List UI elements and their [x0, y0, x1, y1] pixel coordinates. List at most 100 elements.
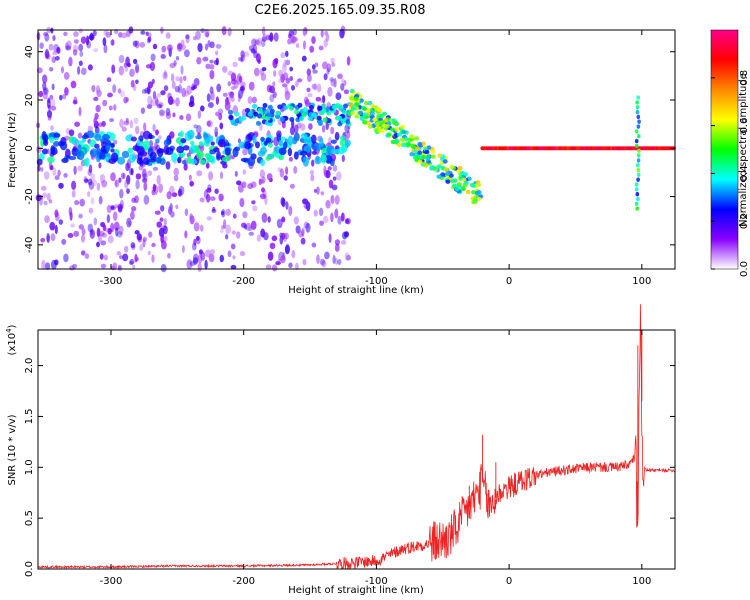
heatmap-cell [58, 140, 64, 147]
heatmap-cell [340, 135, 346, 142]
heatmap-cell [289, 117, 295, 122]
heatmap-cell [288, 262, 293, 269]
heatmap-cell [121, 126, 127, 132]
heatmap-cell [193, 238, 197, 246]
spectrogram-x-ticks: -300 -200 -100 0 100 [100, 30, 651, 287]
heatmap-cell [377, 108, 383, 113]
heatmap-cell [407, 137, 413, 142]
heatmap-cell [330, 212, 334, 223]
heatmap-cell [394, 138, 400, 144]
heatmap-cell [195, 135, 202, 140]
heatmap-cell [78, 28, 83, 34]
heatmap-cell [68, 129, 75, 137]
heatmap-cell [147, 170, 153, 176]
heatmap-cell [206, 120, 212, 127]
heatmap-cell [187, 129, 195, 140]
heatmap-cell [282, 63, 287, 73]
heatmap-cell [302, 198, 308, 205]
heatmap-cell [238, 141, 245, 149]
heatmap-cell [224, 100, 231, 111]
heatmap-cell [215, 154, 221, 161]
heatmap-cell [152, 183, 157, 192]
heatmap-cell [266, 173, 273, 181]
heatmap-cell [204, 259, 208, 270]
heatmap-cell [143, 194, 150, 205]
x-tick-label: 100 [632, 576, 651, 587]
heatmap-cell [384, 124, 390, 129]
heatmap-cell [210, 155, 216, 164]
heatmap-cell [374, 121, 380, 127]
heatmap-cell [154, 210, 161, 215]
heatmap-cell [341, 240, 347, 245]
heatmap-cell [72, 263, 78, 269]
heatmap-cell [316, 83, 322, 93]
heatmap-cell [128, 167, 133, 176]
heatmap-cell [474, 190, 480, 196]
snr-y-label: SNR (10 * v/v) [7, 414, 18, 485]
heatmap-cell [95, 104, 101, 113]
heatmap-cell [362, 112, 368, 117]
heatmap-cell [422, 161, 428, 166]
heatmap-cell [101, 232, 108, 238]
heatmap-cell [93, 117, 98, 125]
heatmap-cell [51, 83, 55, 91]
heatmap-cell [327, 166, 332, 171]
heatmap-cell [636, 124, 641, 129]
snr-x-ticks: -300 -200 -100 0 100 [100, 330, 651, 587]
heatmap-cell [142, 178, 148, 183]
heatmap-cell [215, 111, 220, 117]
heatmap-cell [80, 233, 86, 243]
heatmap-cell [260, 228, 266, 238]
heatmap-cell [128, 153, 136, 164]
snr-multiplier-close: ) [7, 324, 18, 328]
heatmap-cell [118, 225, 124, 236]
x-tick-label: -200 [232, 576, 255, 587]
heatmap-cell [47, 156, 55, 164]
spectrogram-y-label: Frequency (Hz) [7, 112, 18, 188]
heatmap-cell [67, 232, 74, 239]
heatmap-cell [285, 166, 289, 175]
x-tick-label: -100 [365, 576, 388, 587]
heatmap-cell [42, 81, 47, 91]
heatmap-cell [252, 44, 258, 54]
heatmap-cell [173, 60, 177, 67]
heatmap-cell [637, 153, 641, 158]
heatmap-cell [311, 83, 316, 90]
heatmap-cell [361, 106, 367, 112]
heatmap-cell [77, 150, 85, 161]
heatmap-cell [99, 173, 106, 184]
heatmap-cell [409, 134, 415, 139]
heatmap-cell [85, 35, 90, 46]
heatmap-cell [328, 179, 334, 189]
heatmap-cell [262, 26, 266, 36]
heatmap-cell [214, 188, 219, 194]
heatmap-cell [54, 175, 60, 181]
heatmap-cell [135, 79, 139, 85]
heatmap-cell [62, 93, 67, 100]
heatmap-cell [305, 201, 311, 212]
heatmap-cell [166, 44, 173, 52]
heatmap-cell [118, 65, 125, 76]
snr-multiplier-base: (x10 [7, 333, 18, 356]
heatmap-cell [110, 205, 115, 210]
heatmap-cell [171, 192, 178, 198]
heatmap-cell [176, 145, 185, 154]
heatmap-cell [256, 37, 262, 47]
heatmap-cell [310, 174, 315, 182]
heatmap-cell [36, 146, 42, 154]
heatmap-cell [307, 93, 313, 98]
heatmap-cell [114, 180, 118, 187]
heatmap-cell [284, 91, 291, 97]
heatmap-cell [279, 168, 285, 178]
heatmap-cell [445, 179, 451, 184]
heatmap-cell [214, 131, 218, 138]
heatmap-cell [252, 134, 257, 144]
heatmap-cell [124, 179, 129, 189]
heatmap-cell [175, 56, 180, 61]
heatmap-cell [267, 104, 273, 110]
heatmap-cell [111, 39, 115, 46]
heatmap-cell [54, 224, 58, 235]
heatmap-cell [110, 172, 116, 182]
heatmap-cell [373, 127, 379, 133]
heatmap-cell [212, 206, 216, 212]
